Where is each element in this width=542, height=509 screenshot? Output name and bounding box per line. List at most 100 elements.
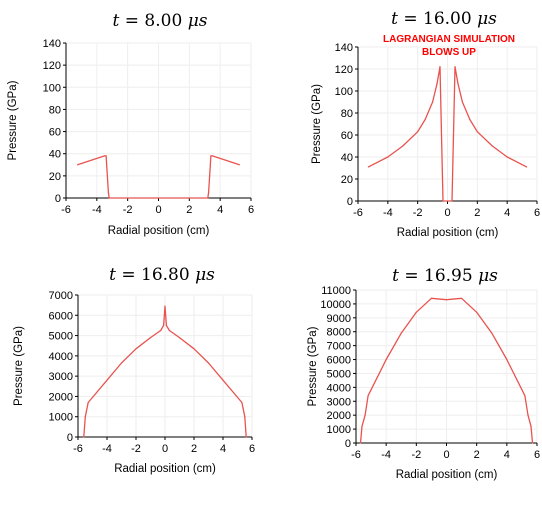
y-tick-label: 0: [347, 196, 353, 208]
x-tick-label: 4: [504, 449, 510, 461]
y-tick-label: 5000: [327, 368, 351, 380]
data-point: [193, 348, 195, 350]
y-tick-label: 6000: [49, 310, 73, 322]
x-tick-label: 4: [220, 443, 226, 455]
data-point: [359, 442, 362, 444]
data-point: [402, 145, 404, 147]
x-tick-label: 0: [155, 204, 161, 216]
data-point: [452, 134, 455, 136]
data-point: [476, 311, 478, 313]
data-point: [108, 197, 110, 199]
y-tick-label: 40: [341, 152, 353, 164]
data-point: [87, 401, 89, 404]
data-point: [491, 332, 493, 334]
x-tick-label: -6: [351, 449, 361, 461]
data-point: [222, 379, 224, 381]
y-tick-label: 9000: [327, 313, 351, 325]
x-tick-label: 2: [191, 443, 197, 455]
y-tick-label: 20: [49, 171, 61, 183]
data-point: [164, 305, 166, 307]
x-tick-label: 0: [444, 207, 450, 219]
data-point: [451, 200, 453, 202]
x-tick-label: -2: [123, 204, 133, 216]
data-point: [491, 145, 493, 147]
data-point: [385, 358, 387, 361]
chart-title: t = 16.95 μs: [392, 266, 498, 286]
y-tick-label: 100: [335, 86, 353, 98]
data-point: [387, 156, 389, 158]
x-tick-label: 2: [474, 207, 480, 219]
y-tick-label: 10000: [320, 299, 351, 311]
x-tick-label: 2: [186, 204, 192, 216]
data-point: [245, 436, 247, 438]
data-point: [506, 358, 508, 361]
data-point: [105, 155, 107, 157]
data-point: [106, 379, 108, 381]
series-line: [77, 155, 240, 199]
data-point: [77, 164, 79, 166]
data-point: [165, 324, 167, 326]
data-point: [506, 156, 508, 158]
data-point: [135, 348, 137, 350]
x-tick-label: -4: [383, 207, 393, 219]
data-point: [84, 416, 86, 418]
y-tick-label: 120: [43, 60, 61, 72]
data-point: [524, 395, 526, 397]
data-point: [430, 297, 432, 299]
chart-title: t = 16.80 μs: [109, 265, 215, 285]
x-tick-label: -2: [413, 207, 423, 219]
y-tick-label: 3000: [327, 396, 351, 408]
data-point: [103, 155, 106, 157]
data-point: [207, 197, 209, 199]
data-point: [238, 164, 240, 166]
y-tick-label: 0: [345, 438, 351, 450]
annotation-text: LAGRANGIAN SIMULATION: [383, 34, 515, 45]
y-axis-label: Pressure (GPa): [7, 80, 19, 160]
y-tick-label: 8000: [327, 327, 351, 339]
data-point: [432, 101, 434, 103]
x-tick-label: -4: [92, 204, 102, 216]
data-point: [210, 155, 212, 157]
x-tick-label: 0: [162, 443, 168, 455]
data-point: [83, 436, 85, 438]
data-point: [440, 134, 443, 136]
x-tick-label: -6: [353, 207, 363, 219]
data-point: [469, 119, 471, 121]
data-point: [160, 329, 162, 332]
x-axis-label: Radial position (cm): [108, 225, 210, 237]
x-tick-label: -2: [131, 443, 141, 455]
data-point: [436, 82, 438, 84]
y-tick-label: 5000: [49, 331, 73, 343]
y-tick-label: 120: [335, 64, 353, 76]
y-tick-label: 1000: [327, 424, 351, 436]
y-tick-label: 4000: [49, 351, 73, 363]
x-tick-label: 6: [248, 204, 254, 216]
y-tick-label: 3000: [49, 371, 73, 383]
x-tick-label: 6: [249, 443, 255, 455]
data-point: [424, 119, 426, 121]
data-point: [168, 329, 170, 332]
data-point: [107, 191, 109, 194]
x-tick-label: 4: [504, 207, 510, 219]
data-point: [211, 155, 214, 157]
data-point: [457, 82, 459, 84]
data-point: [527, 414, 529, 416]
y-tick-label: 60: [49, 127, 61, 139]
y-tick-label: 2000: [327, 410, 351, 422]
y-tick-label: 140: [43, 38, 61, 50]
data-point: [454, 66, 456, 68]
data-point: [178, 337, 181, 339]
data-point: [367, 166, 369, 168]
data-point: [531, 442, 534, 444]
data-point: [400, 332, 402, 334]
y-axis-label: Pressure (GPa): [13, 326, 25, 406]
x-tick-label: -4: [381, 449, 391, 461]
x-axis-label: Radial position (cm): [396, 469, 498, 481]
data-point: [241, 401, 243, 404]
x-axis-label: Radial position (cm): [397, 227, 499, 239]
chart-panel-3: -6 -4 -2 0 2 4 6 0 1000 2000 3000 4000 5000 6000 7000 t…: [13, 265, 255, 475]
y-tick-label: 80: [341, 108, 353, 120]
